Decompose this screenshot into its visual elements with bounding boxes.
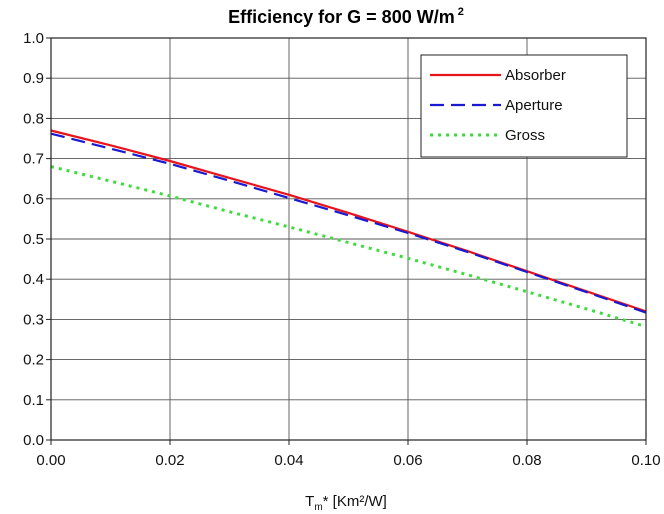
- legend: Absorber Aperture Gross: [420, 54, 628, 158]
- y-tick-label: 0.4: [23, 271, 44, 288]
- plot-area-frame: [50, 37, 647, 441]
- series-line-aperture: [50, 132, 647, 314]
- x-tick-label: 0.04: [274, 452, 303, 469]
- x-tick-label: 0.10: [631, 452, 660, 469]
- y-tick-label: 0.9: [23, 70, 44, 87]
- y-tick-label: 0.8: [23, 110, 44, 127]
- x-axis-label: Tm* [Km²/W]: [305, 493, 387, 513]
- y-tick-label: 0.1: [23, 392, 44, 409]
- x-tick-label: 0.02: [155, 452, 184, 469]
- series-line-absorber: [50, 129, 647, 313]
- y-tick-label: 0.3: [23, 311, 44, 328]
- y-tick-label: 0.0: [23, 432, 44, 449]
- x-tick-label: 0.06: [393, 452, 422, 469]
- legend-label-gross: Gross: [505, 127, 545, 144]
- chart-title-superscript: 2: [458, 6, 464, 18]
- legend-label-aperture: Aperture: [505, 97, 563, 114]
- y-tick-label: 1.0: [23, 30, 44, 47]
- y-tick-label: 0.5: [23, 231, 44, 248]
- tick-labels: 0.0 0.1 0.2 0.3 0.4 0.5 0.6 0.7 0.8 0.9 1.0 0.00 0.0…: [23, 30, 660, 469]
- y-tick-label: 0.7: [23, 151, 44, 168]
- x-axis-label-units: * [Km²/W]: [323, 493, 387, 510]
- series-line-gross: [50, 165, 647, 329]
- chart-title-main: Efficiency for G = 800 W/m: [228, 7, 455, 27]
- x-axis-label-main: T: [305, 493, 314, 510]
- legend-label-absorber: Absorber: [505, 67, 566, 84]
- chart-title: Efficiency for G = 800 W/m 2: [228, 6, 464, 27]
- y-tick-label: 0.2: [23, 352, 44, 369]
- series-lines: [50, 129, 647, 329]
- x-tick-label: 0.08: [512, 452, 541, 469]
- y-tick-label: 0.6: [23, 191, 44, 208]
- x-tick-label: 0.00: [36, 452, 65, 469]
- x-axis-label-subscript: m: [314, 502, 322, 513]
